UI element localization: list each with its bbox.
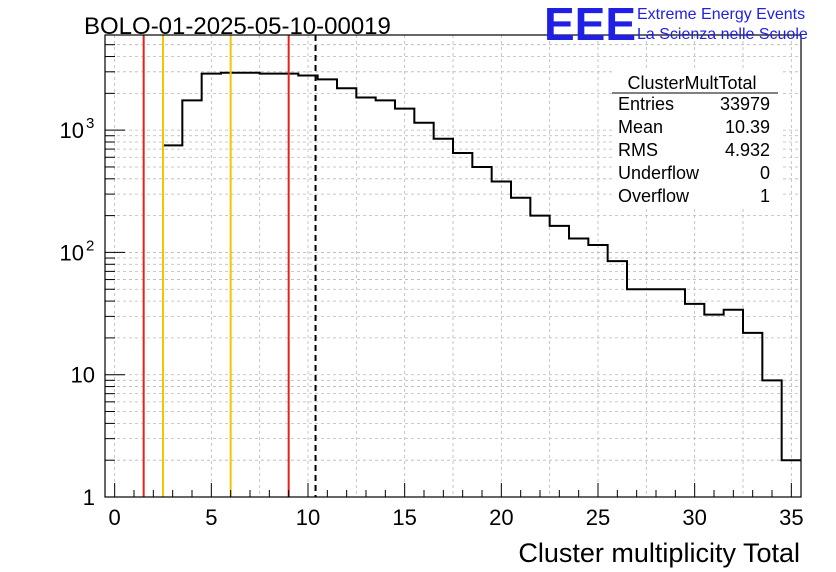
histogram-bin — [260, 74, 279, 497]
y-tick-label: 10 — [71, 363, 95, 388]
histogram-bin — [434, 139, 453, 497]
marker-lines — [142, 35, 317, 497]
stats-label: RMS — [618, 140, 658, 160]
y-tick-exponent: 3 — [86, 115, 94, 132]
plot-frame — [104, 34, 802, 498]
histogram-bin — [743, 333, 762, 497]
histogram-bin — [704, 315, 723, 497]
stats-box: ClusterMultTotal Entries 33979 Mean 10.39 RM… — [612, 70, 782, 208]
x-tick-label: 30 — [682, 505, 706, 530]
x-axis-label: Cluster multiplicity Total — [518, 538, 800, 568]
y-tick-label: 10 — [60, 240, 84, 265]
histogram-bars — [162, 71, 801, 497]
histogram-bin — [376, 100, 395, 497]
chart-title: BOLO-01-2025-05-10-00019 — [84, 13, 391, 40]
stats-value: 10.39 — [725, 117, 770, 137]
histogram-outline — [162, 71, 801, 497]
histogram-bin — [318, 79, 337, 497]
x-tick-label: 0 — [109, 505, 121, 530]
histogram-bin — [395, 109, 414, 497]
histogram-bin — [685, 304, 704, 497]
histogram-bin — [492, 182, 511, 497]
histogram-bin — [202, 74, 221, 497]
histogram-bin — [724, 310, 743, 497]
stats-label: Entries — [618, 94, 674, 114]
y-tick-label: 1 — [83, 485, 95, 510]
x-tick-label: 35 — [779, 505, 803, 530]
stats-value: 0 — [760, 163, 770, 183]
y-tick-label: 10 — [60, 118, 84, 143]
histogram-bin — [240, 73, 259, 497]
histogram-bin — [182, 100, 201, 497]
histogram-bin — [472, 167, 491, 497]
histogram-bin — [588, 245, 607, 497]
histogram-bin — [414, 123, 433, 497]
x-tick-label: 15 — [392, 505, 416, 530]
histogram-bin — [337, 88, 356, 497]
stats-label: Overflow — [618, 186, 690, 206]
histogram-bin — [627, 289, 646, 497]
y-tick-exponent: 2 — [86, 237, 94, 254]
stats-value: 33979 — [720, 94, 770, 114]
x-tick-label: 20 — [489, 505, 513, 530]
stats-name: ClusterMultTotal — [627, 73, 756, 93]
logo-line-2: La Scienza nelle Scuole — [637, 26, 808, 43]
x-tick-label: 5 — [205, 505, 217, 530]
histogram-bin — [550, 226, 569, 497]
histogram-bin — [569, 239, 588, 497]
histogram-bin — [646, 289, 665, 497]
logo-line-1: Extreme Energy Events — [637, 6, 805, 23]
histogram-bin — [762, 380, 781, 497]
stats-value: 1 — [760, 186, 770, 206]
stats-label: Underflow — [618, 163, 700, 183]
histogram-bin — [511, 198, 530, 497]
histogram-bin — [356, 97, 375, 497]
x-tick-label: 10 — [296, 505, 320, 530]
histogram-bin — [163, 145, 182, 497]
histogram-bin — [608, 261, 627, 497]
stats-label: Mean — [618, 117, 663, 137]
x-tick-label: 25 — [586, 505, 610, 530]
histogram-bin — [453, 153, 472, 497]
histogram-bin — [666, 289, 685, 497]
eee-logo: EEE Extreme Energy Events La Scienza nel… — [544, 0, 808, 50]
histogram-bin — [530, 216, 549, 497]
stats-value: 4.932 — [725, 140, 770, 160]
eee-logo-mark: EEE — [544, 0, 636, 50]
